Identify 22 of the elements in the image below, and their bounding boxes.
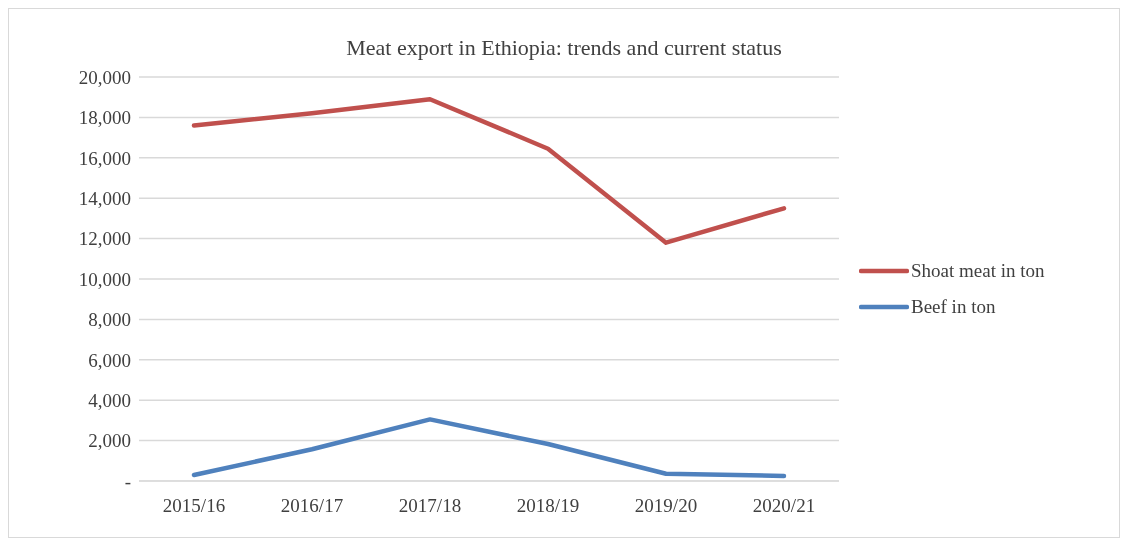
y-tick-label: 6,000 — [88, 349, 131, 371]
y-tick-label: 4,000 — [88, 389, 131, 411]
y-tick-label: 20,000 — [78, 66, 131, 88]
x-tick-label: 2017/18 — [398, 495, 462, 517]
y-tick-label: 2,000 — [88, 430, 131, 452]
x-tick-label: 2018/19 — [516, 495, 580, 517]
y-tick-label: 12,000 — [78, 228, 131, 250]
y-tick-label: - — [124, 470, 131, 492]
legend-label: Shoat meat in ton — [911, 260, 1045, 282]
legend-label: Beef in ton — [911, 296, 996, 318]
y-tick-label: 8,000 — [88, 309, 131, 331]
x-tick-label: 2020/21 — [752, 495, 816, 517]
x-tick-label: 2016/17 — [280, 495, 344, 517]
chart-title: Meat export in Ethiopia: trends and current status — [345, 35, 783, 61]
y-tick-label: 18,000 — [78, 107, 131, 129]
y-tick-label: 16,000 — [78, 147, 131, 169]
y-tick-label: 10,000 — [78, 268, 131, 290]
line-series — [191, 96, 787, 245]
x-tick-label: 2019/20 — [634, 495, 698, 517]
x-tick-label: 2015/16 — [162, 495, 226, 517]
y-tick-label: 14,000 — [78, 187, 131, 209]
line-series — [191, 417, 787, 479]
